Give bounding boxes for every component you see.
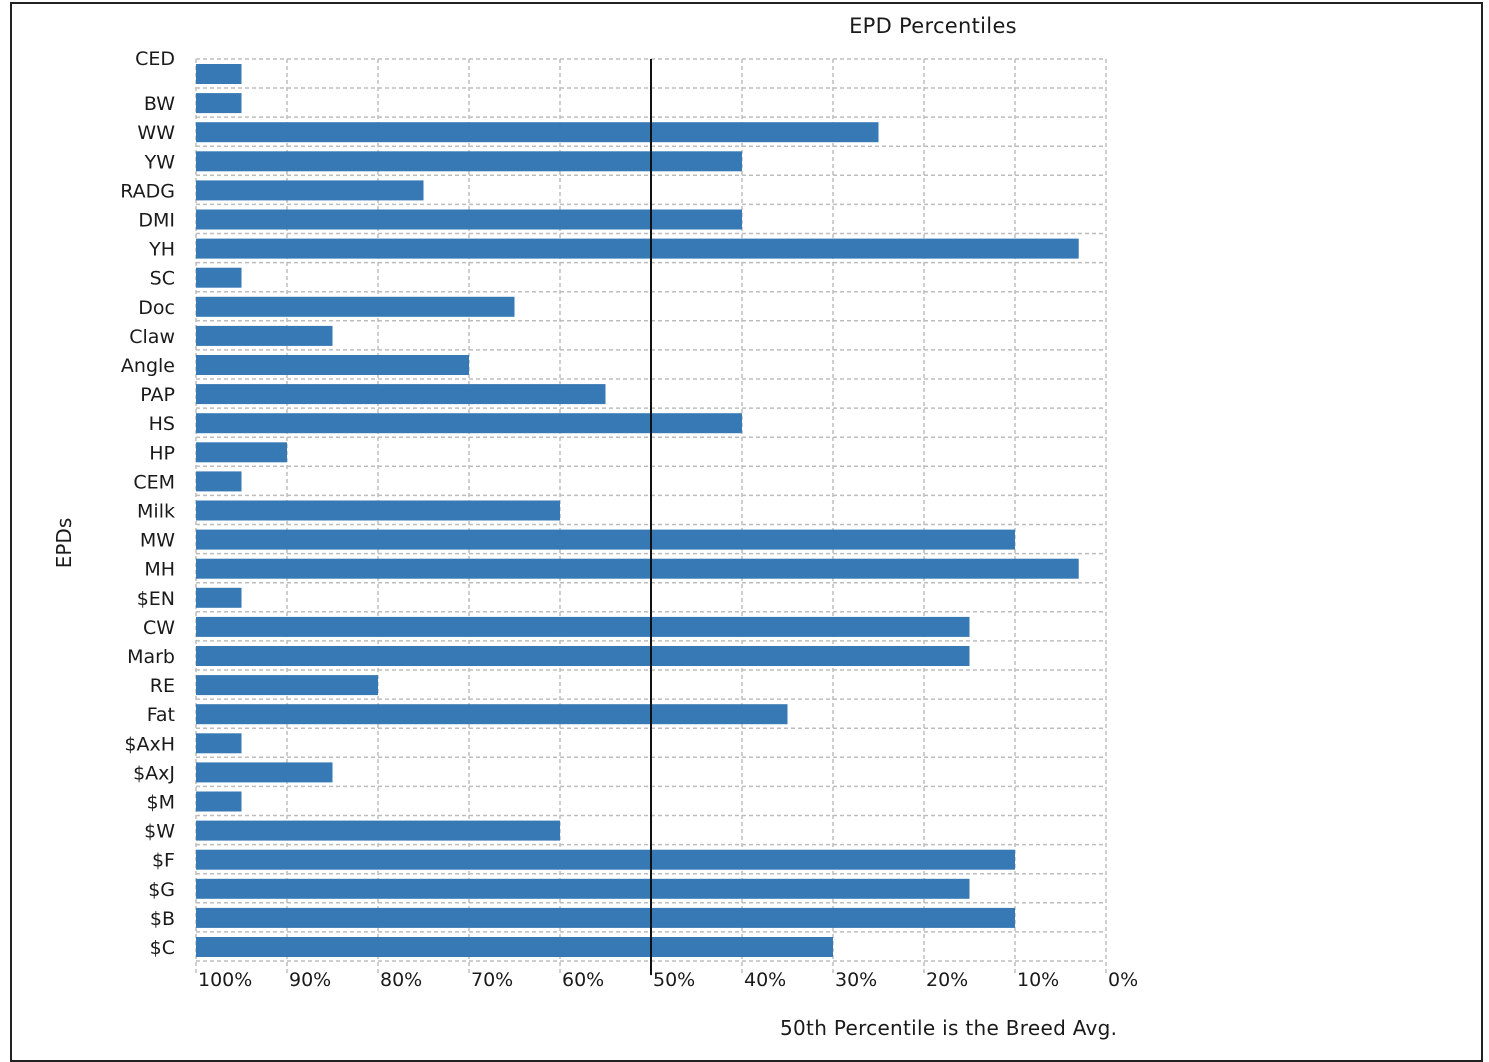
bar-dollar-c <box>196 937 833 957</box>
bar-ced <box>196 64 242 84</box>
category-label: MH <box>144 559 175 581</box>
category-label: RE <box>150 675 175 697</box>
category-label: $B <box>150 908 175 930</box>
bar-dollar-axh <box>196 733 242 754</box>
bar-dollar-f <box>196 849 1015 870</box>
category-label: DMI <box>138 210 175 232</box>
category-label: Claw <box>129 326 175 348</box>
chart-title: EPD Percentiles <box>849 14 1017 38</box>
bar-claw <box>196 325 333 346</box>
bar-re <box>196 675 378 696</box>
x-tick-label: 90% <box>289 969 331 991</box>
bar-mw <box>196 529 1015 550</box>
category-label: CW <box>143 617 175 639</box>
category-label: Fat <box>147 704 175 726</box>
bar-ww <box>196 122 879 143</box>
category-label: $C <box>150 937 175 959</box>
category-label: YH <box>148 239 175 261</box>
category-label: $F <box>152 850 175 872</box>
category-label: BW <box>144 93 175 115</box>
x-tick-label: 60% <box>562 969 604 991</box>
x-tick-label: 40% <box>744 969 786 991</box>
category-label: HS <box>149 413 175 435</box>
category-label: $EN <box>137 588 175 610</box>
category-label: YW <box>144 151 176 173</box>
category-label: CED <box>135 48 175 70</box>
category-label: $G <box>148 879 175 901</box>
bar-bw <box>196 93 242 114</box>
x-tick-label: 30% <box>835 969 877 991</box>
bar-milk <box>196 500 560 521</box>
category-label: Doc <box>138 297 175 319</box>
category-label: SC <box>150 268 175 290</box>
bar-hs <box>196 413 742 434</box>
bar-yw <box>196 151 742 172</box>
x-tick-label: 10% <box>1017 969 1059 991</box>
bars <box>196 64 1079 957</box>
category-label: $W <box>144 821 175 843</box>
bar-hp <box>196 442 287 463</box>
category-label: $AxH <box>124 733 175 755</box>
category-label: WW <box>137 122 175 144</box>
x-tick-labels: 100% 90% 80% 70% 60% 50% 40% 30% 20% 10% 0% <box>198 969 1138 991</box>
bar-doc <box>196 296 515 317</box>
bar-pap <box>196 384 606 405</box>
x-tick-label: 100% <box>198 969 252 991</box>
bar-yh <box>196 238 1079 259</box>
category-label: PAP <box>140 384 175 406</box>
footnote: 50th Percentile is the Breed Avg. <box>780 1016 1118 1040</box>
bar-dmi <box>196 209 742 230</box>
category-label: CEM <box>133 471 175 493</box>
category-label: Angle <box>121 355 175 377</box>
category-label: $AxJ <box>133 762 175 784</box>
bar-dollar-g <box>196 878 970 899</box>
bar-mh <box>196 558 1079 579</box>
category-label: Marb <box>127 646 175 668</box>
bar-dollar-axj <box>196 762 333 783</box>
bar-dollar-w <box>196 820 560 841</box>
x-tick-label: 80% <box>380 969 422 991</box>
bar-marb <box>196 646 970 666</box>
bar-dollar-en <box>196 587 242 608</box>
category-label: Milk <box>137 501 175 523</box>
bar-angle <box>196 355 469 375</box>
bar-cw <box>196 616 970 637</box>
x-tick-label: 20% <box>926 969 968 991</box>
category-label: $M <box>147 792 175 814</box>
category-label: RADG <box>120 180 175 202</box>
x-tick-label: 50% <box>653 969 695 991</box>
category-labels: CED BW WW YW RADG DMI YH SC Doc Claw Angle PAP HS HP C… <box>120 48 175 959</box>
bar-radg <box>196 180 424 201</box>
bar-cem <box>196 471 242 492</box>
category-label: MW <box>140 530 175 552</box>
x-tick-label: 70% <box>471 969 513 991</box>
bar-dollar-b <box>196 907 1015 928</box>
category-label: HP <box>149 442 175 464</box>
bar-sc <box>196 267 242 288</box>
x-tick-label: 0% <box>1108 969 1138 991</box>
bar-dollar-m <box>196 791 242 812</box>
bar-fat <box>196 704 788 725</box>
